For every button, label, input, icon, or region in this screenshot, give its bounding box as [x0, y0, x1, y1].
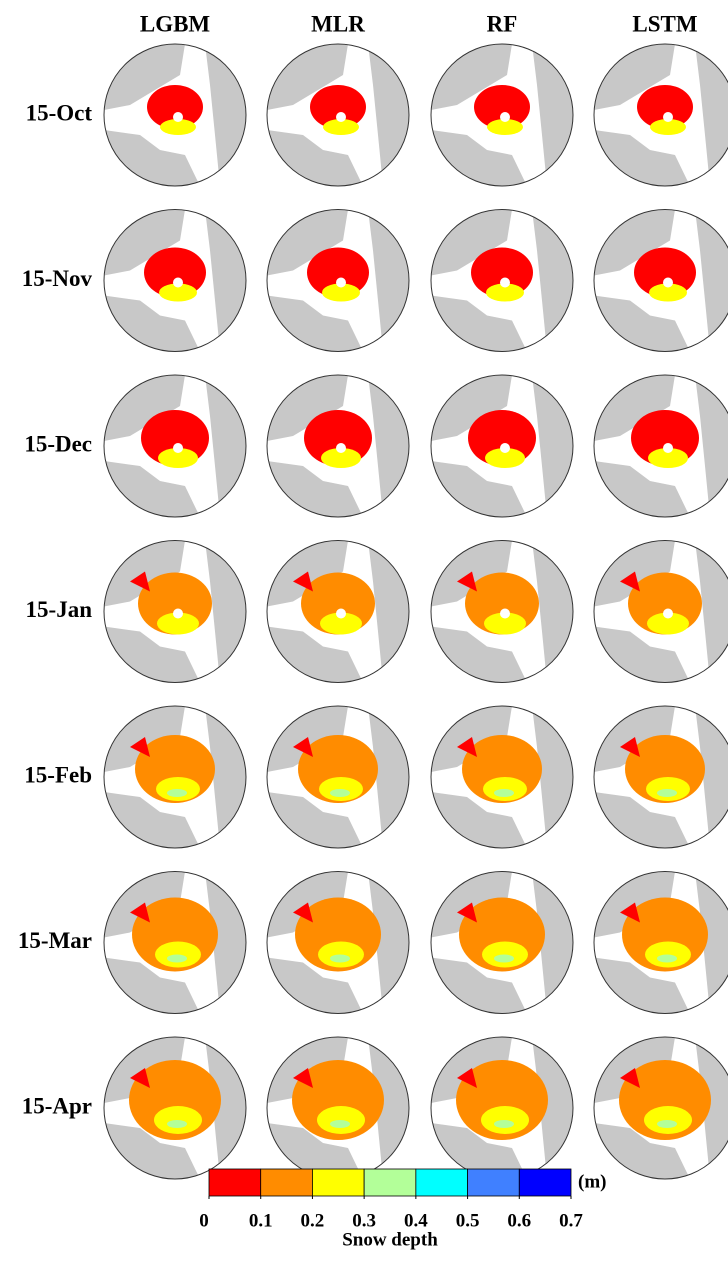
- pole-hole: [336, 278, 346, 288]
- pole-hole: [663, 609, 673, 619]
- pole-hole: [336, 609, 346, 619]
- polar-map: [104, 44, 246, 186]
- colorbar-tick-label: 0.2: [301, 1210, 325, 1231]
- sea-ice-thicker: [657, 955, 677, 963]
- pole-hole: [663, 443, 673, 453]
- polar-map: [267, 1037, 409, 1179]
- pole-hole: [500, 443, 510, 453]
- column-header: LSTM: [632, 11, 697, 36]
- colorbar-bin: [209, 1169, 261, 1196]
- polar-map: [267, 541, 409, 683]
- row-label: 15-Oct: [26, 100, 93, 125]
- page: (m) Snow depth LGBM MLR RF LSTM 15-Oct 15-Nov…: [0, 0, 728, 1279]
- pole-hole: [173, 278, 183, 288]
- row-label: 15-Dec: [24, 431, 92, 456]
- sea-ice-thick: [154, 1106, 202, 1134]
- polar-map: [267, 706, 409, 848]
- pole-hole: [500, 112, 510, 122]
- colorbar-label: Snow depth: [342, 1229, 438, 1250]
- sea-ice-thick: [481, 1106, 529, 1134]
- polar-map: [104, 375, 246, 517]
- sea-ice-thick: [155, 942, 201, 968]
- colorbar-bin: [312, 1169, 364, 1196]
- sea-ice-thicker: [167, 955, 187, 963]
- sea-ice-thick: [156, 777, 200, 801]
- sea-ice-thicker: [494, 955, 514, 963]
- polar-map: [431, 872, 573, 1014]
- colorbar-tick-label: 0.5: [456, 1210, 480, 1231]
- column-header: RF: [487, 11, 518, 36]
- colorbar-tick-label: 0.4: [404, 1210, 428, 1231]
- polar-map: [267, 375, 409, 517]
- colorbar-tick-label: 0.3: [352, 1210, 376, 1231]
- colorbar-tick-label: 0.7: [559, 1210, 583, 1231]
- polar-map: [431, 706, 573, 848]
- row-label: 15-Mar: [18, 928, 92, 953]
- pole-hole: [173, 609, 183, 619]
- sea-ice-thick: [645, 942, 691, 968]
- polar-map: [431, 375, 573, 517]
- pole-hole: [173, 443, 183, 453]
- sea-ice-thick: [646, 777, 690, 801]
- row-label: 15-Jan: [26, 597, 93, 622]
- row-label: 15-Nov: [22, 266, 93, 291]
- row-label: 15-Feb: [24, 762, 92, 787]
- sea-ice-thick: [483, 777, 527, 801]
- sea-ice-thicker: [494, 1120, 514, 1128]
- sea-ice-thicker: [657, 789, 677, 797]
- polar-map: [431, 210, 573, 352]
- pole-hole: [663, 112, 673, 122]
- pole-hole: [663, 278, 673, 288]
- sea-ice-thick: [318, 942, 364, 968]
- pole-hole: [500, 278, 510, 288]
- polar-map: [104, 1037, 246, 1179]
- polar-map: [104, 706, 246, 848]
- polar-map: [104, 210, 246, 352]
- polar-map: [431, 1037, 573, 1179]
- pole-hole: [336, 112, 346, 122]
- colorbar-bin: [468, 1169, 520, 1196]
- polar-map: [267, 872, 409, 1014]
- row-label: 15-Apr: [22, 1093, 92, 1118]
- figure: (m) Snow depth LGBM MLR RF LSTM 15-Oct 15-Nov…: [0, 0, 728, 1279]
- sea-ice-thicker: [330, 955, 350, 963]
- sea-ice-thicker: [494, 789, 514, 797]
- colorbar-bin: [261, 1169, 313, 1196]
- sea-ice-thicker: [330, 1120, 350, 1128]
- column-header: MLR: [311, 11, 365, 36]
- polar-map: [104, 541, 246, 683]
- column-header: LGBM: [140, 11, 211, 36]
- sea-ice-thicker: [330, 789, 350, 797]
- colorbar-tick-label: 0.1: [249, 1210, 273, 1231]
- sea-ice-thick: [644, 1106, 692, 1134]
- pole-hole: [173, 112, 183, 122]
- polar-map: [267, 210, 409, 352]
- colorbar-bin: [364, 1169, 416, 1196]
- colorbar-bin: [416, 1169, 468, 1196]
- polar-map: [431, 44, 573, 186]
- sea-ice-thicker: [657, 1120, 677, 1128]
- sea-ice-thick: [317, 1106, 365, 1134]
- colorbar-bin: [519, 1169, 571, 1196]
- sea-ice-thicker: [167, 1120, 187, 1128]
- colorbar-tick-label: 0.6: [507, 1210, 531, 1231]
- pole-hole: [336, 443, 346, 453]
- polar-map: [267, 44, 409, 186]
- polar-map: [431, 541, 573, 683]
- sea-ice-thick: [319, 777, 363, 801]
- colorbar-tick-label: 0: [199, 1210, 209, 1231]
- sea-ice-thicker: [167, 789, 187, 797]
- pole-hole: [500, 609, 510, 619]
- colorbar-unit: (m): [578, 1171, 606, 1192]
- sea-ice-thick: [482, 942, 528, 968]
- polar-map: [104, 872, 246, 1014]
